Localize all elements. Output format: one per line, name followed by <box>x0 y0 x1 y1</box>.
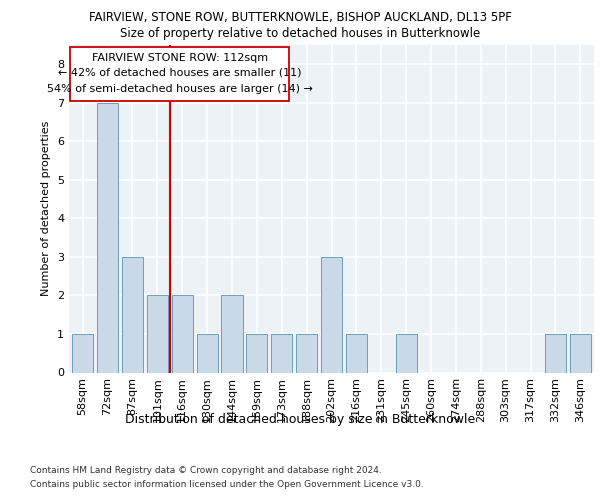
Bar <box>172 296 193 372</box>
Bar <box>321 257 342 372</box>
Bar <box>97 103 118 372</box>
Bar <box>72 334 93 372</box>
FancyBboxPatch shape <box>70 47 289 101</box>
Bar <box>395 334 417 372</box>
Text: FAIRVIEW, STONE ROW, BUTTERKNOWLE, BISHOP AUCKLAND, DL13 5PF: FAIRVIEW, STONE ROW, BUTTERKNOWLE, BISHO… <box>89 12 511 24</box>
Text: Distribution of detached houses by size in Butterknowle: Distribution of detached houses by size … <box>125 412 475 426</box>
Text: Contains HM Land Registry data © Crown copyright and database right 2024.: Contains HM Land Registry data © Crown c… <box>30 466 382 475</box>
Text: 54% of semi-detached houses are larger (14) →: 54% of semi-detached houses are larger (… <box>47 84 313 94</box>
Bar <box>122 257 143 372</box>
Bar <box>147 296 168 372</box>
Text: Size of property relative to detached houses in Butterknowle: Size of property relative to detached ho… <box>120 28 480 40</box>
Bar <box>246 334 268 372</box>
Bar <box>346 334 367 372</box>
Y-axis label: Number of detached properties: Number of detached properties <box>41 121 52 296</box>
Text: Contains public sector information licensed under the Open Government Licence v3: Contains public sector information licen… <box>30 480 424 489</box>
Bar <box>197 334 218 372</box>
Bar <box>296 334 317 372</box>
Text: FAIRVIEW STONE ROW: 112sqm: FAIRVIEW STONE ROW: 112sqm <box>92 52 268 62</box>
Text: ← 42% of detached houses are smaller (11): ← 42% of detached houses are smaller (11… <box>58 68 301 78</box>
Bar <box>570 334 591 372</box>
Bar <box>545 334 566 372</box>
Bar <box>221 296 242 372</box>
Bar <box>271 334 292 372</box>
